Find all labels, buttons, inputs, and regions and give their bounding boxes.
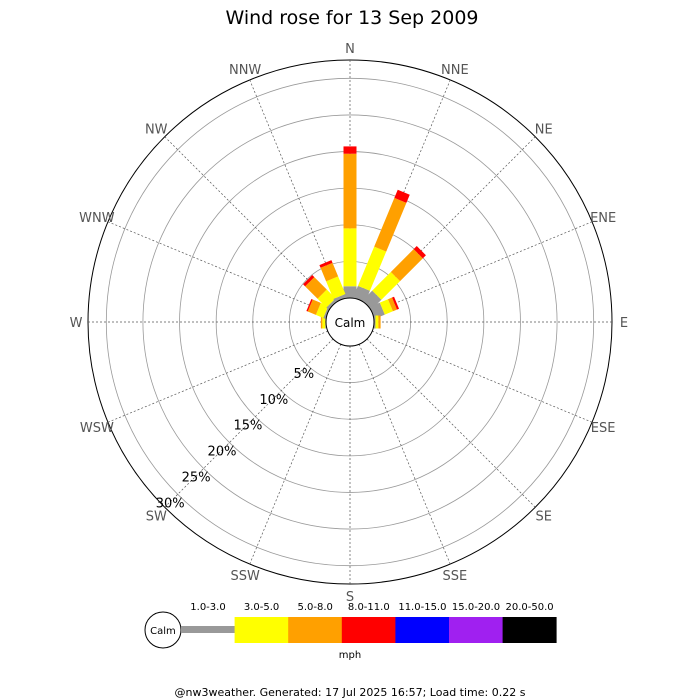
legend-calm-label: Calm [150, 626, 176, 637]
legend-label-7: 20.0-50.0 [506, 602, 554, 613]
radial-label-6: 30% [156, 496, 185, 511]
legend-label-5: 11.0-15.0 [398, 602, 446, 613]
speed-legend: Calm mph 1.0-3.0 3.0-5.0 5.0-8.0 8.0-11.0 11… [144, 602, 557, 661]
bar-n-bin-1 [343, 286, 357, 298]
radial-labels: 5% 10% 15% 20% 25% 30% [156, 367, 314, 511]
calm-circle: Calm [325, 297, 375, 347]
bar-n-bin-4 [343, 146, 357, 154]
legend-swatch-5 [395, 617, 450, 643]
bar-nnw-bin-2 [326, 276, 346, 299]
radial-label-5: 25% [182, 470, 211, 485]
bar-nne-bin-2 [357, 246, 387, 291]
direction-label-sw: SW [146, 510, 167, 525]
bar-nw-bin-2 [317, 289, 336, 308]
chart-title: Wind rose for 13 Sep 2009 [225, 7, 478, 29]
bar-nne-bin-3 [374, 197, 407, 252]
direction-label-sse: SSE [442, 569, 467, 584]
bar-wnw-bin-4 [306, 298, 313, 312]
footer-text: @nw3weather. Generated: 17 Jul 2025 16:5… [175, 686, 526, 699]
wind-bars [303, 146, 426, 329]
direction-label-nne: NNE [441, 63, 469, 78]
calm-label: Calm [335, 316, 366, 330]
bar-e-bin-1 [374, 315, 376, 329]
direction-label-ne: NE [535, 122, 553, 137]
bar-ne-bin-2 [372, 271, 401, 300]
legend-swatch-7 [502, 617, 557, 643]
direction-label-ene: ENE [590, 211, 616, 226]
bar-wnw-bin-2 [315, 302, 329, 318]
radial-label-3: 15% [233, 419, 262, 434]
direction-label-s: S [346, 590, 354, 605]
bar-ne-bin-4 [413, 246, 426, 259]
bar-w-bin-3 [320, 315, 323, 329]
direction-label-e: E [620, 316, 628, 331]
bar-nw-bin-4 [303, 275, 315, 287]
bar-ene-bin-3 [387, 297, 397, 312]
legend-swatch-3 [288, 617, 343, 643]
bar-ne-bin-3 [390, 249, 423, 282]
bar-ene-bin-2 [379, 299, 393, 315]
legend-swatch-2 [234, 617, 289, 643]
direction-label-ssw: SSW [230, 569, 260, 584]
radial-label-1: 5% [294, 367, 315, 382]
legend-label-4: 8.0-11.0 [348, 602, 390, 613]
direction-label-nw: NW [145, 122, 168, 137]
range-ring-6 [105, 77, 595, 567]
bar-nnw-bin-3 [320, 262, 339, 282]
bar-n-bin-3 [343, 153, 357, 229]
bar-ene-bin-1 [369, 302, 385, 319]
legend-swatch-1 [181, 626, 235, 633]
range-ring-5 [142, 114, 558, 530]
legend-label-1: 1.0-3.0 [190, 602, 225, 613]
radial-label-4: 20% [208, 445, 237, 460]
legend-unit: mph [339, 650, 361, 661]
direction-label-n: N [345, 42, 355, 57]
direction-labels: N NNE NE ENE E ESE SE SSE S SSW SW WSW W WNW NW NNW [70, 42, 629, 605]
legend-label-3: 5.0-8.0 [297, 602, 332, 613]
bar-nnw-bin-1 [333, 293, 347, 303]
radial-label-2: 10% [259, 393, 288, 408]
bar-nne-bin-4 [394, 189, 410, 203]
bar-nw-bin-3 [305, 277, 327, 299]
bar-ene-bin-4 [392, 296, 400, 310]
legend-label-2: 3.0-5.0 [244, 602, 279, 613]
bar-nnw-bin-4 [319, 260, 333, 268]
direction-label-wnw: WNW [79, 211, 115, 226]
direction-label-se: SE [536, 510, 552, 525]
direction-label-ese: ESE [591, 421, 616, 436]
legend-swatch-6 [449, 617, 503, 643]
direction-label-nnw: NNW [229, 63, 261, 78]
legend-swatch-4 [341, 617, 396, 643]
direction-label-w: W [70, 316, 83, 331]
direction-label-wsw: WSW [80, 421, 114, 436]
bar-w-bin-2 [322, 315, 326, 329]
bar-wnw-bin-3 [307, 299, 321, 315]
legend-label-6: 15.0-20.0 [452, 602, 500, 613]
bar-e-bin-3 [378, 315, 381, 329]
bar-n-bin-2 [343, 228, 357, 287]
bar-e-bin-2 [375, 315, 379, 329]
